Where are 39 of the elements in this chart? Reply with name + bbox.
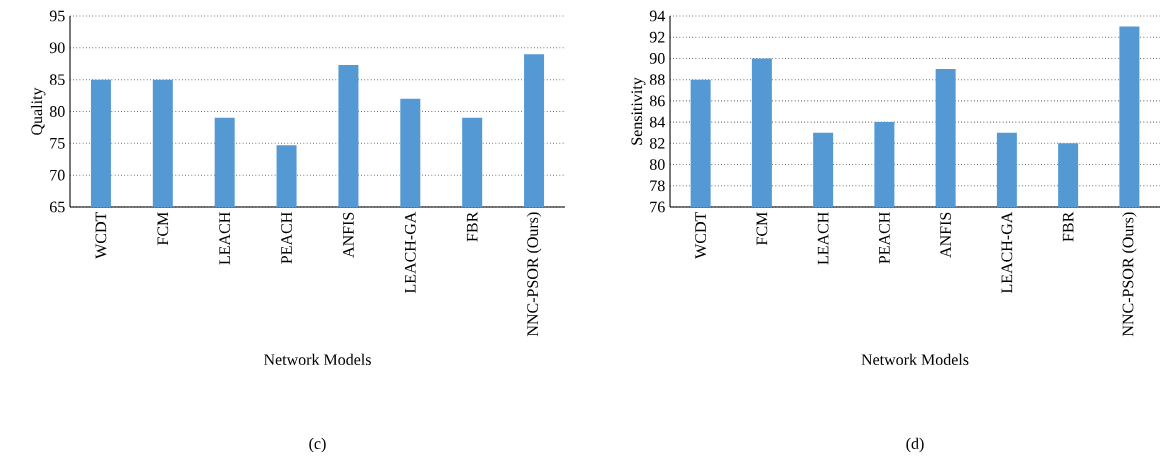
- x-tick-label: FCM: [756, 212, 768, 246]
- text: (d): [906, 437, 924, 453]
- y-tick-label: 86: [649, 95, 665, 107]
- y-tick-label: 70: [50, 169, 65, 181]
- x-axis-title: Network Models: [861, 353, 969, 366]
- x-tick-label: FCM: [157, 212, 169, 246]
- y-tick-label: 82: [649, 137, 665, 149]
- y-tick-label: 90: [49, 42, 65, 54]
- y-tick-label: 88: [649, 74, 665, 86]
- x-tick-label: LEACH: [219, 212, 231, 265]
- x-tick-label: FBR: [1062, 211, 1074, 242]
- x-axis-title: Network Models: [263, 353, 371, 366]
- x-tick-label: NNC-PSOR (Ours): [1122, 212, 1137, 337]
- x-tick-label: WCDT: [695, 211, 707, 259]
- y-tick-label: 65: [49, 201, 65, 213]
- x-tick-label: PEACH: [281, 212, 292, 264]
- x-tick-label: WCDT: [95, 211, 107, 259]
- y-tick-label: 80: [49, 106, 65, 117]
- y-tick-label: 90: [649, 53, 665, 64]
- x-tick-label: LEACH-GA: [1001, 211, 1013, 294]
- y-tick-label: 80: [649, 159, 665, 170]
- y-axis-title: Quality: [30, 87, 46, 135]
- y-tick-label: 95: [49, 10, 65, 22]
- y-tick-label: 76: [650, 201, 665, 213]
- x-tick-label: PEACH: [879, 212, 890, 264]
- y-tick-label: 92: [649, 31, 665, 43]
- x-tick-label: NNC-PSOR (Ours): [526, 212, 542, 337]
- y-axis-title: Sensitivity: [631, 77, 646, 145]
- y-tick-label: 78: [650, 180, 665, 192]
- x-tick-label: FBR: [466, 211, 478, 242]
- y-tick-label: 94: [649, 10, 666, 22]
- y-tick-label: 84: [649, 116, 666, 128]
- text: (c): [309, 437, 326, 453]
- x-tick-label: LEACH: [817, 212, 829, 265]
- x-tick-label: LEACH-GA: [404, 211, 416, 294]
- x-tick-label: ANFIS: [343, 212, 354, 258]
- y-tick-label: 85: [49, 74, 65, 86]
- x-tick-label: ANFIS: [940, 212, 951, 258]
- y-tick-label: 75: [50, 138, 65, 149]
